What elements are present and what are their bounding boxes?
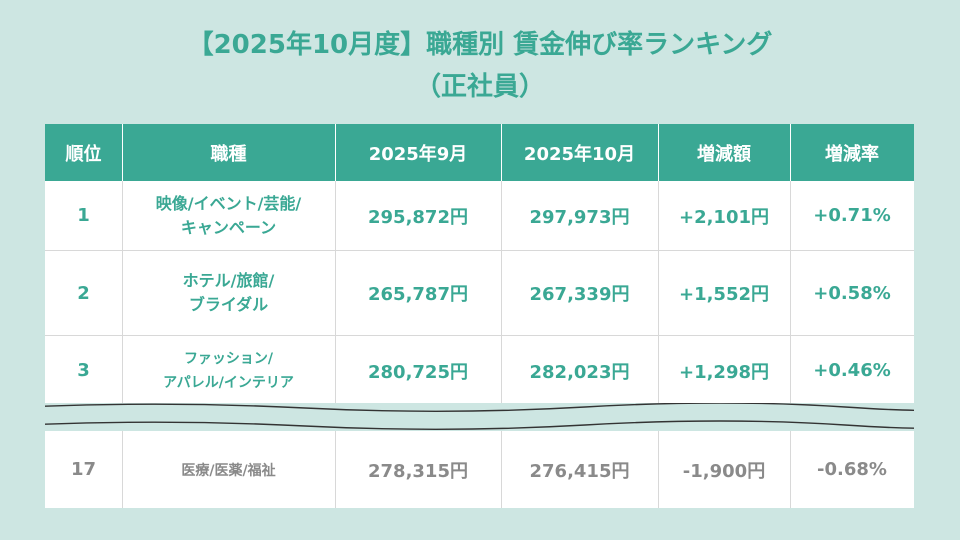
header-oct: 2025年10月: [523, 143, 636, 165]
oct-value: 297,973円: [529, 206, 630, 228]
rank-cell: 1: [77, 205, 90, 226]
grid-line: [122, 124, 123, 181]
grid-line: [658, 124, 659, 181]
job-line: ファッション/: [183, 350, 274, 367]
grid-line: [45, 335, 914, 336]
rank-cell: 2: [77, 282, 90, 304]
oct-value: 282,023円: [529, 361, 630, 383]
grid-line: [501, 124, 502, 508]
grid-line: [790, 124, 791, 181]
grid-line: [335, 124, 336, 508]
table-header: 順位 職種 2025年9月 2025年10月 増減額 増減率: [45, 124, 914, 181]
job-cell: 映像/イベント/芸能/ キャンペーン: [122, 181, 335, 250]
job-cell: ファッション/ アパレル/インテリア: [122, 336, 335, 405]
rate-value: +0.58%: [813, 282, 891, 304]
diff-value: -1,900円: [682, 460, 766, 482]
omission-break: [45, 403, 914, 431]
rank-cell: 17: [70, 459, 97, 480]
job-line: ホテル/旅館/: [182, 271, 275, 290]
grid-line: [45, 250, 914, 251]
sep-value: 278,315円: [368, 460, 468, 482]
wave-line: [45, 420, 914, 430]
rate-value: +0.71%: [813, 205, 891, 226]
job-line: アパレル/インテリア: [163, 374, 294, 391]
oct-value: 267,339円: [529, 284, 630, 305]
wave-line: [45, 403, 914, 412]
diff-value: +1,552円: [678, 284, 770, 305]
header-job: 職種: [210, 143, 247, 165]
diff-value: +1,298円: [678, 361, 770, 383]
rank-cell: 3: [77, 360, 90, 381]
grid-line: [501, 124, 502, 181]
header-sep: 2025年9月: [368, 143, 468, 165]
job-line: 映像/イベント/芸能/: [155, 193, 302, 213]
grid-line: [122, 124, 123, 508]
grid-line: [658, 124, 659, 508]
header-diff: 増減額: [697, 143, 751, 165]
job-line: キャンペーン: [180, 217, 277, 237]
sep-value: 280,725円: [368, 361, 468, 383]
header-rank: 順位: [65, 143, 102, 165]
wave-lines: [45, 403, 914, 430]
job-cell: 医療/医薬/福祉: [181, 462, 276, 479]
grid-line: [335, 124, 336, 181]
rate-value: -0.68%: [817, 459, 887, 480]
job-line: ブライダル: [188, 295, 269, 314]
oct-value: 276,415円: [529, 460, 630, 482]
header-rate: 増減率: [825, 143, 879, 165]
page-subtitle: （正社員）: [414, 72, 545, 102]
grid-line: [790, 124, 791, 508]
job-cell: ホテル/旅館/ ブライダル: [122, 251, 335, 335]
page-title: 【2025年10月度】職種別 賃金伸び率ランキング: [187, 30, 773, 60]
sep-value: 265,787円: [368, 284, 468, 305]
ranking-table: 順位 職種 2025年9月 2025年10月 増減額 増減率 1 映像/イベント…: [45, 124, 914, 508]
sep-value: 295,872円: [368, 206, 468, 228]
rate-value: +0.46%: [813, 360, 891, 381]
diff-value: +2,101円: [678, 206, 770, 228]
